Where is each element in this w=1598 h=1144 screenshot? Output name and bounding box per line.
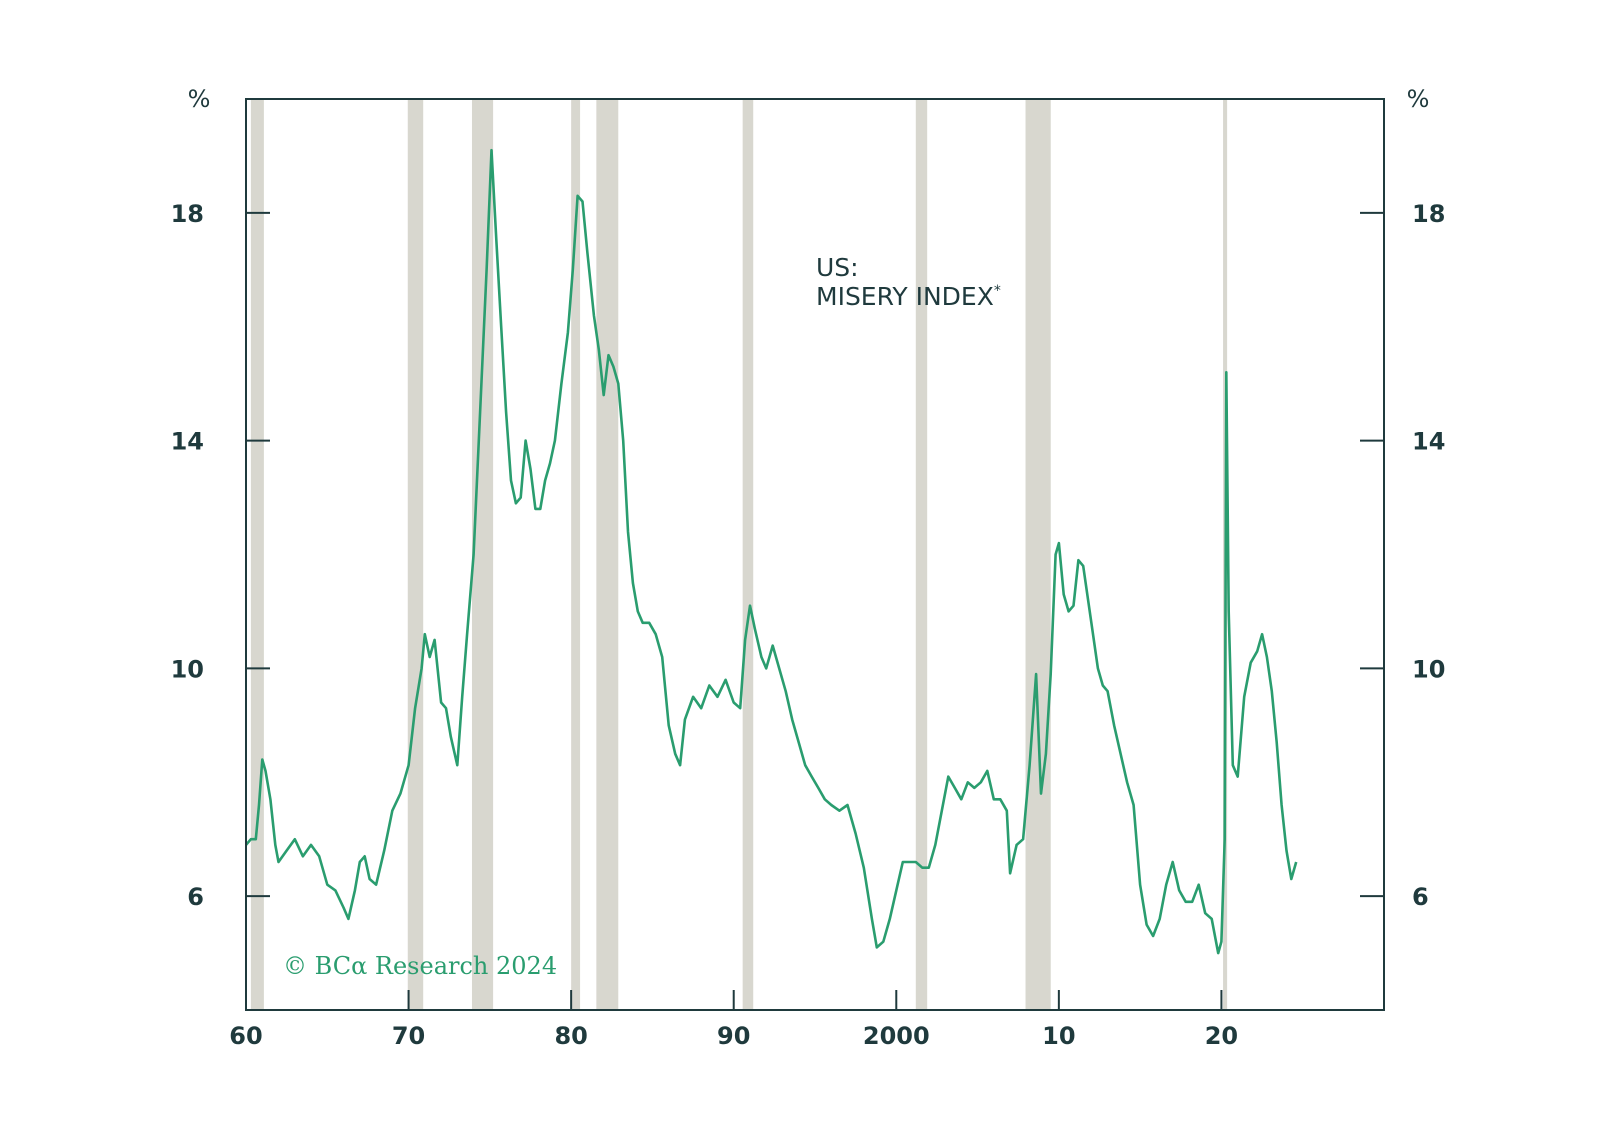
y-tick-label-left-10: 10 <box>171 655 204 683</box>
tick-marks <box>245 211 1384 1010</box>
recession-band-1 <box>250 99 264 1010</box>
x-tick-label-90: 90 <box>717 1022 750 1050</box>
x-tick-label-80: 80 <box>554 1022 587 1050</box>
recession-bands <box>250 99 1228 1010</box>
y-tick-label-right-6: 6 <box>1412 883 1429 911</box>
y-tick-label-right-14: 14 <box>1412 428 1445 456</box>
axes <box>245 98 1385 1011</box>
recession-band-5 <box>596 99 619 1010</box>
copyright-text: © BCα Research 2024 <box>283 952 557 980</box>
tick-labels: 6 6 10 10 14 14 18 18 60 70 80 90 2000 10 20 <box>171 200 1446 1050</box>
recession-band-3 <box>471 99 494 1010</box>
series-layer <box>245 148 1298 955</box>
x-tick-label-2000: 2000 <box>863 1022 930 1050</box>
y-tick-label-right-10: 10 <box>1412 655 1445 683</box>
x-tick-label-10: 10 <box>1042 1022 1075 1050</box>
y-tick-label-left-14: 14 <box>171 428 204 456</box>
plot-frame <box>245 98 1385 1011</box>
misery-index-line <box>245 148 1298 955</box>
y-tick-label-left-6: 6 <box>187 883 204 911</box>
chart-title-line-1: US: <box>816 253 859 282</box>
recession-band-6 <box>742 99 754 1010</box>
chart-title-footnote-mark: * <box>994 283 1001 299</box>
chart-title: US: <box>816 253 859 282</box>
x-tick-label-20: 20 <box>1205 1022 1238 1050</box>
chart-title-2: MISERY INDEX* <box>816 282 1001 311</box>
recession-band-8 <box>1025 99 1051 1010</box>
recession-band-4 <box>571 99 581 1010</box>
x-tick-label-60: 60 <box>229 1022 262 1050</box>
y-unit-left: % <box>188 85 211 113</box>
chart-title-line-2: MISERY INDEX <box>816 282 994 311</box>
y-tick-label-left-18: 18 <box>171 200 204 228</box>
x-tick-label-70: 70 <box>392 1022 425 1050</box>
y-tick-label-right-18: 18 <box>1412 200 1445 228</box>
y-unit-right: % <box>1407 85 1430 113</box>
recession-band-7 <box>915 99 928 1010</box>
recession-band-2 <box>407 99 424 1010</box>
